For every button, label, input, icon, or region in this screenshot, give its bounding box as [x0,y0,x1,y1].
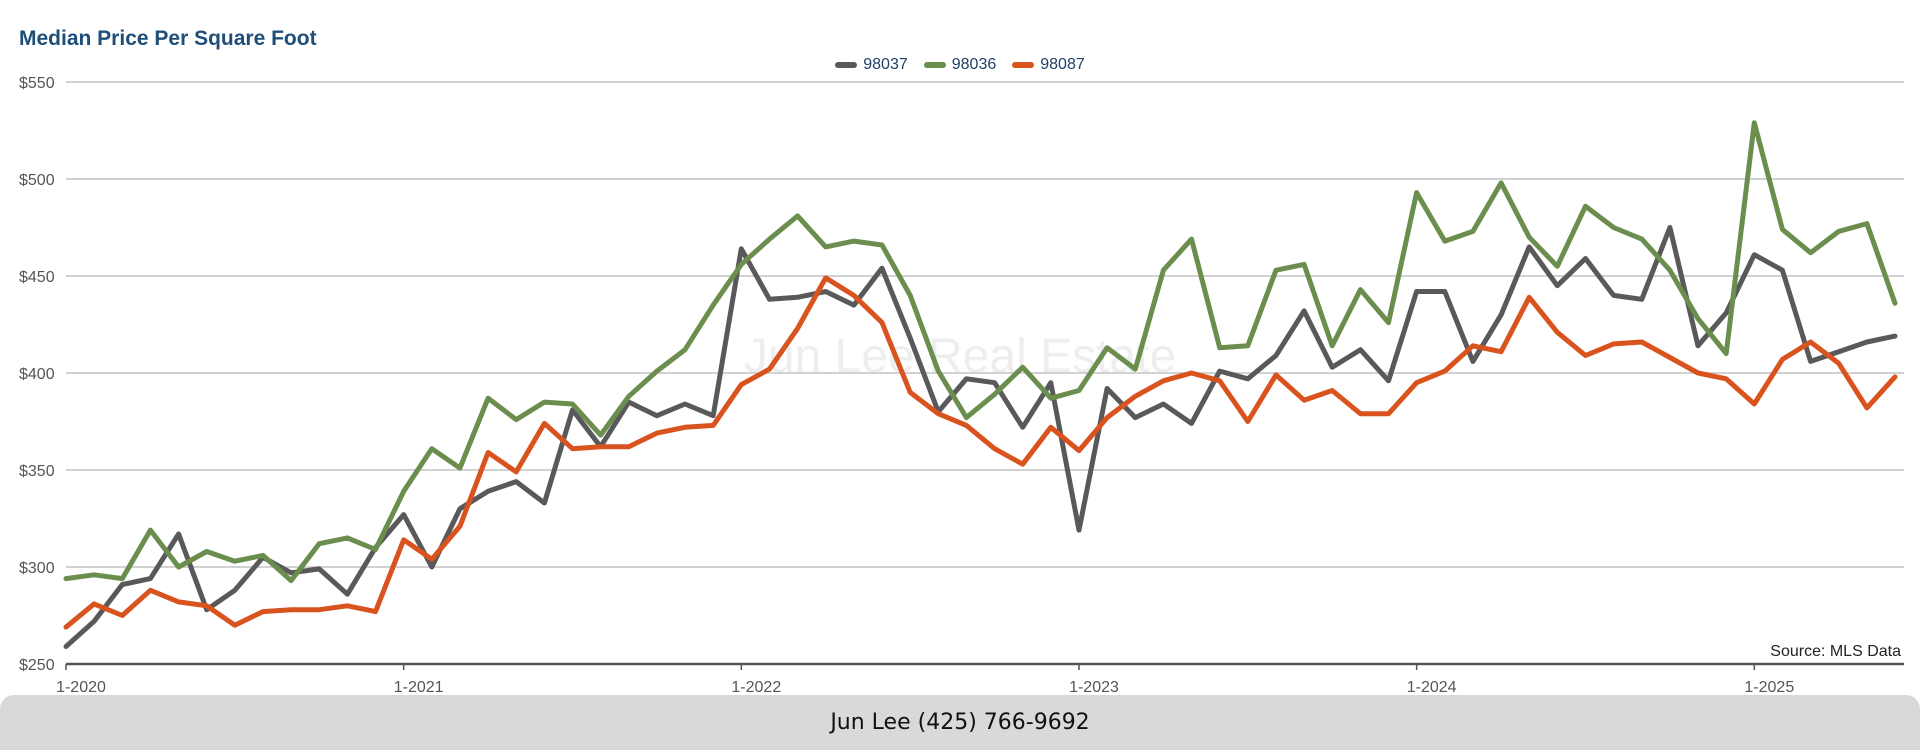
y-tick-label-350: $350 [19,463,55,480]
series-line-98087 [63,275,1898,630]
x-tick-label-2023-01: 1-2023 [1069,679,1119,695]
x-axis: 1-2020 1-2021 1-2022 1-2023 1-2024 1-2025 [56,662,1904,695]
x-tick-label-2024-01: 1-2024 [1407,679,1457,695]
legend: 98037 98036 98087 [0,56,1920,74]
legend-swatch-98036 [923,62,946,68]
legend-label-98037: 98037 [863,56,908,73]
y-tick-label-400: $400 [19,366,55,383]
legend-label-98087: 98087 [1040,56,1085,73]
x-tick-label-2025-01: 1-2025 [1744,679,1794,695]
y-tick-label-550: $550 [19,75,55,92]
legend-swatch-98037 [835,62,858,68]
legend-item-98087[interactable]: 98087 [1012,56,1085,74]
line-chart: Jun Lee Real Estate $250 $300 $350 $400 $450… [19,75,1904,695]
legend-item-98036[interactable]: 98036 [923,56,997,74]
source-label: Source: MLS Data [1770,643,1901,660]
legend-swatch-98087 [1012,62,1035,68]
series-line-98037 [63,225,1898,649]
series-group [63,120,1898,649]
watermark-text: Jun Lee Real Estate [744,330,1176,383]
x-tick-label-2022-01: 1-2022 [731,679,781,695]
grid-lines [66,81,1904,568]
series-line-98036 [63,120,1898,584]
legend-item-98037[interactable]: 98037 [835,56,908,74]
x-tick-label-2021-01: 1-2021 [394,679,444,695]
y-tick-label-500: $500 [19,172,55,189]
y-tick-label-300: $300 [19,560,55,577]
y-tick-label-250: $250 [19,657,55,674]
y-tick-label-450: $450 [19,269,55,286]
footer-bar: Jun Lee (425) 766-9692 [0,695,1920,750]
x-tick-label-2020-01: 1-2020 [56,679,106,695]
footer-contact: Jun Lee (425) 766-9692 [830,710,1090,735]
y-axis: $250 $300 $350 $400 $450 $500 $550 [19,75,55,674]
chart-title: Median Price Per Square Foot [19,27,317,50]
legend-label-98036: 98036 [951,56,997,73]
